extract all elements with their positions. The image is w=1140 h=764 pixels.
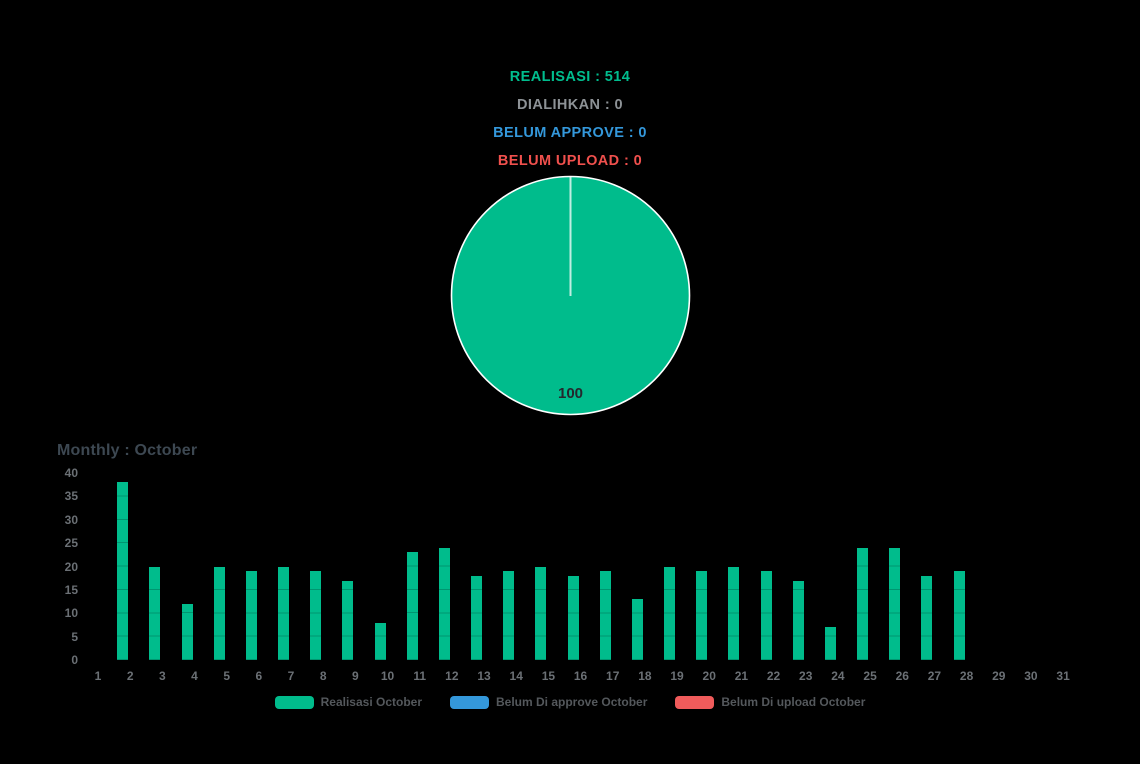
stat-belum-approve: BELUM APPROVE : 0 bbox=[493, 125, 647, 141]
stat-dialihkan: DIALIHKAN : 0 bbox=[517, 97, 623, 113]
x-axis-tick-3: 3 bbox=[158, 669, 166, 683]
x-axis-tick-29: 29 bbox=[992, 669, 1006, 683]
bar-day-18[interactable] bbox=[631, 599, 643, 660]
pie-chart: 100 bbox=[450, 175, 691, 416]
x-axis-tick-18: 18 bbox=[638, 669, 652, 683]
x-axis-tick-4: 4 bbox=[191, 669, 198, 683]
stat-belum-upload: BELUM UPLOAD : 0 bbox=[497, 153, 643, 169]
bar-day-2[interactable] bbox=[117, 482, 129, 660]
bar-plot: 0 5 10 15 20 25 30 35 40 1 2 3 4 5 6 7 8 9 10 11 12 13 14 15 16 1… bbox=[0, 466, 1140, 683]
y-axis-tick-20: 20 bbox=[64, 559, 78, 574]
bar-day-10[interactable] bbox=[374, 622, 386, 660]
bar-day-8[interactable] bbox=[310, 571, 322, 660]
bar-day-11[interactable] bbox=[406, 552, 418, 660]
pie-value-label: 100 bbox=[558, 385, 583, 402]
x-axis-tick-19: 19 bbox=[670, 669, 684, 683]
x-axis-tick-15: 15 bbox=[541, 669, 556, 683]
y-axis-tick-5: 5 bbox=[71, 629, 78, 644]
bar-day-26[interactable] bbox=[889, 547, 901, 660]
summary-stats: REALISASI : 514 DIALIHKAN : 0 BELUM APPROV… bbox=[0, 63, 1140, 175]
bar-day-19[interactable] bbox=[664, 566, 676, 660]
bar-day-16[interactable] bbox=[567, 575, 579, 660]
bar-day-4[interactable] bbox=[181, 603, 193, 660]
x-axis-tick-13: 13 bbox=[477, 669, 491, 683]
bar-chart-title: Monthly : October bbox=[57, 442, 198, 459]
stat-realisasi: REALISASI : 514 bbox=[509, 69, 631, 85]
bar-day-13[interactable] bbox=[471, 575, 483, 660]
x-axis-tick-30: 30 bbox=[1024, 669, 1038, 683]
legend-swatch-belum-di-approve-october bbox=[450, 695, 489, 709]
x-axis-tick-12: 12 bbox=[445, 669, 459, 683]
bar-day-28[interactable] bbox=[953, 571, 965, 660]
bar-day-14[interactable] bbox=[503, 571, 515, 660]
y-axis-tick-35: 35 bbox=[64, 489, 78, 504]
legend-label-belum-di-approve-october: Belum Di approve October bbox=[496, 695, 648, 709]
x-axis-tick-10: 10 bbox=[380, 669, 395, 683]
x-axis-tick-2: 2 bbox=[126, 669, 134, 683]
x-axis-tick-6: 6 bbox=[255, 669, 263, 683]
legend-item-belum-di-approve-october[interactable]: Belum Di approve October bbox=[450, 695, 647, 709]
x-axis-tick-14: 14 bbox=[509, 669, 523, 683]
x-axis-tick-22: 22 bbox=[766, 669, 781, 683]
chart-legend: Realisasi October Belum Di approve Octobe… bbox=[0, 695, 1140, 709]
x-axis-tick-26: 26 bbox=[895, 669, 909, 683]
bar-day-5[interactable] bbox=[213, 566, 225, 660]
bar-day-7[interactable] bbox=[278, 566, 290, 660]
x-axis-tick-21: 21 bbox=[734, 669, 749, 683]
x-axis-tick-20: 20 bbox=[702, 669, 716, 683]
bar-day-12[interactable] bbox=[438, 547, 450, 660]
y-axis-tick-40: 40 bbox=[64, 466, 78, 480]
x-axis-tick-17: 17 bbox=[606, 669, 620, 683]
y-axis-tick-30: 30 bbox=[64, 512, 78, 527]
y-axis-tick-15: 15 bbox=[64, 582, 78, 597]
y-axis-tick-10: 10 bbox=[64, 606, 78, 621]
x-axis-tick-5: 5 bbox=[223, 669, 231, 683]
legend-item-belum-di-upload-october[interactable]: Belum Di upload October bbox=[675, 695, 865, 709]
bar-day-21[interactable] bbox=[728, 566, 740, 660]
bar-day-20[interactable] bbox=[696, 571, 708, 660]
x-axis-tick-24: 24 bbox=[831, 669, 845, 683]
y-axis-tick-0: 0 bbox=[71, 653, 78, 667]
bar-day-15[interactable] bbox=[535, 566, 547, 660]
bar-day-27[interactable] bbox=[921, 575, 933, 660]
x-axis-tick-11: 11 bbox=[413, 669, 427, 683]
bar-day-23[interactable] bbox=[792, 580, 804, 660]
x-axis-tick-7: 7 bbox=[287, 669, 295, 683]
x-axis-tick-8: 8 bbox=[319, 669, 327, 683]
legend-item-realisasi-october[interactable]: Realisasi October bbox=[274, 695, 422, 709]
x-axis-tick-16: 16 bbox=[573, 669, 588, 683]
x-axis-tick-1: 1 bbox=[94, 669, 102, 683]
x-axis-tick-23: 23 bbox=[799, 669, 813, 683]
bar-day-24[interactable] bbox=[824, 627, 836, 660]
bar-day-3[interactable] bbox=[149, 566, 161, 660]
bar-day-6[interactable] bbox=[245, 571, 257, 660]
legend-swatch-realisasi-october bbox=[274, 695, 314, 709]
legend-label-realisasi-october: Realisasi October bbox=[320, 695, 422, 709]
y-axis-tick-25: 25 bbox=[64, 536, 78, 551]
legend-label-belum-di-upload-october: Belum Di upload October bbox=[721, 695, 866, 709]
bar-day-22[interactable] bbox=[760, 571, 772, 660]
x-axis-tick-25: 25 bbox=[863, 669, 877, 683]
x-axis-tick-9: 9 bbox=[352, 669, 359, 683]
legend-swatch-belum-di-upload-october bbox=[675, 695, 715, 709]
bar-day-17[interactable] bbox=[599, 571, 611, 660]
x-axis-tick-28: 28 bbox=[959, 669, 974, 683]
bar-day-25[interactable] bbox=[857, 547, 869, 660]
x-axis-tick-31: 31 bbox=[1056, 669, 1070, 683]
bar-day-9[interactable] bbox=[342, 580, 354, 660]
x-axis-tick-27: 27 bbox=[927, 669, 942, 683]
